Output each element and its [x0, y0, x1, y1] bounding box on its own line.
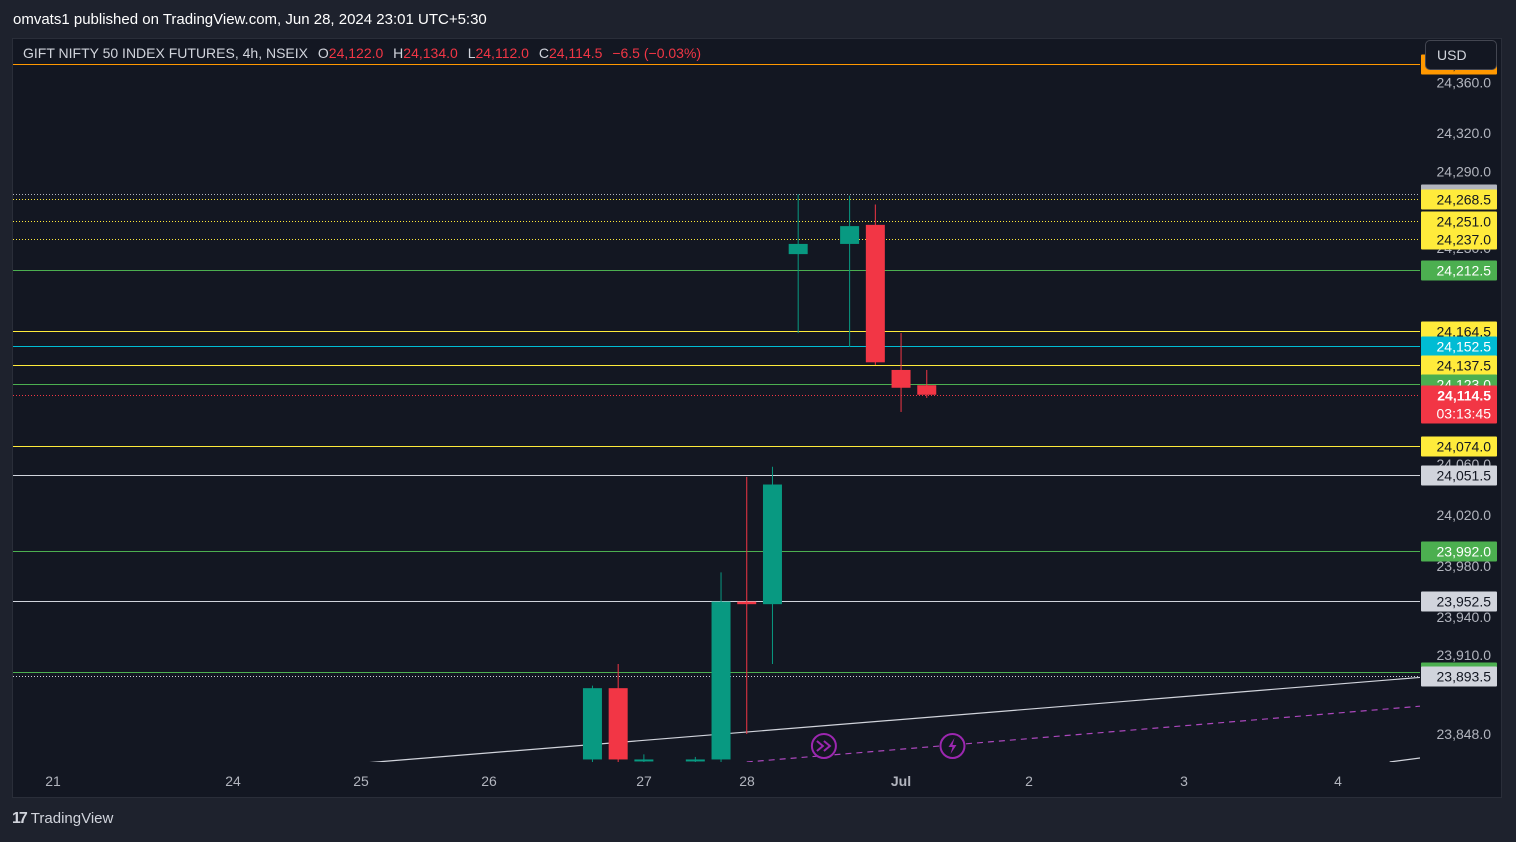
- price-tick-label: 24,020.0: [1437, 507, 1492, 523]
- price-level-tag-label: 24,268.5: [1437, 192, 1492, 208]
- chart-frame[interactable]: [12, 38, 1502, 798]
- price-level-tag: [1421, 336, 1497, 357]
- price-level-tag-label: 24,164.5: [1437, 324, 1492, 340]
- time-tick-label: 2: [1025, 773, 1033, 789]
- candle-body: [608, 688, 628, 760]
- time-tick-label: 21: [45, 773, 61, 789]
- symbol-name[interactable]: GIFT NIFTY 50 INDEX FUTURES, 4h, NSEIX: [23, 45, 308, 61]
- candle-body: [685, 759, 705, 762]
- price-level-tag: [1421, 260, 1497, 281]
- symbol-legend[interactable]: GIFT NIFTY 50 INDEX FUTURES, 4h, NSEIX O…: [23, 45, 701, 61]
- time-tick-label: 4: [1334, 773, 1342, 789]
- candle-body: [865, 224, 885, 363]
- price-level-tag-label: 23,893.5: [1437, 669, 1492, 685]
- time-tick-label: 25: [353, 773, 369, 789]
- price-level-tag: [1421, 355, 1497, 376]
- price-level-tag-label: 24,152.5: [1437, 339, 1492, 355]
- price-tick-label: 24,320.0: [1437, 125, 1492, 141]
- price-level-tag: [1421, 591, 1497, 612]
- candle-body: [788, 243, 808, 255]
- trendlines: [369, 676, 1420, 762]
- time-tick-label: 27: [636, 773, 652, 789]
- price-level-tag: [1421, 541, 1497, 562]
- open-value: 24,122.0: [328, 45, 384, 61]
- time-tick-label: Jul: [891, 773, 911, 789]
- trendline: [369, 676, 1420, 762]
- candle-body: [737, 601, 757, 605]
- close-value: 24,114.5: [548, 45, 603, 61]
- price-tick-label: 24,290.0: [1437, 163, 1492, 179]
- price-level-tag-label: 24,074.0: [1437, 439, 1492, 455]
- time-tick-label: 24: [225, 773, 241, 789]
- price-level-lines: [13, 64, 1420, 677]
- close-key: C: [538, 45, 549, 61]
- price-tick-label: 23,980.0: [1437, 558, 1492, 574]
- price-level-tag: [1421, 189, 1497, 210]
- current-price-label: 24,114.5: [1437, 388, 1491, 404]
- price-level-tag: [1421, 666, 1497, 687]
- price-level-tag-label: 24,237.0: [1437, 232, 1492, 248]
- candle-body: [917, 385, 937, 395]
- event-markers: [810, 733, 966, 759]
- lightning-icon: [939, 733, 966, 759]
- price-level-tag: [1421, 465, 1497, 486]
- candle-body: [711, 601, 731, 760]
- price-level-tag-label: 24,251.0: [1437, 214, 1492, 230]
- high-key: H: [393, 45, 404, 61]
- low-value: 24,112.0: [475, 45, 529, 61]
- candle-body: [840, 226, 860, 244]
- brand-name: TradingView: [30, 810, 114, 827]
- candle-body: [634, 759, 654, 762]
- price-level-tag: [1421, 229, 1497, 250]
- price-tick-label: 23,848.0: [1437, 726, 1492, 742]
- time-axis: 21 24 25 26 27 28 Jul 2 3 4: [45, 773, 1342, 789]
- price-tick-label: 23,910.0: [1437, 647, 1492, 663]
- time-tick-label: 26: [481, 773, 497, 789]
- candlesticks: [582, 194, 937, 762]
- fast-forward-icon: [810, 733, 837, 759]
- price-tick-label: 24,360.0: [1437, 74, 1492, 90]
- price-tick-label: 23,940.0: [1437, 609, 1492, 625]
- published-text: omvats1 published on TradingView.com, Ju…: [13, 11, 487, 28]
- current-price-tag: [1421, 385, 1497, 424]
- high-value: 24,134.0: [403, 45, 458, 61]
- countdown-label: 03:13:45: [1437, 406, 1492, 422]
- tradingview-logo-icon: 17: [12, 810, 28, 827]
- candle-body: [762, 484, 782, 605]
- candle-body: [582, 688, 602, 760]
- price-level-tag: [1421, 436, 1497, 457]
- time-tick-label: 3: [1180, 773, 1188, 789]
- time-tick-label: 28: [739, 773, 755, 789]
- price-level-tag-label: 24,212.5: [1437, 263, 1492, 279]
- open-key: O: [317, 45, 329, 61]
- footer-brand[interactable]: 17 TradingView: [12, 810, 113, 834]
- trendline: [746, 705, 1420, 762]
- currency-button[interactable]: USD: [1425, 40, 1497, 70]
- candle-body: [891, 369, 911, 388]
- price-level-tag-label: 23,992.0: [1437, 544, 1492, 560]
- price-level-tag-label: 24,137.5: [1437, 358, 1492, 374]
- price-level-tag: [1421, 211, 1497, 232]
- publish-info-bar: omvats1 published on TradingView.com, Ju…: [0, 0, 1516, 38]
- price-level-tag-label: 23,952.5: [1437, 594, 1492, 610]
- low-key: L: [467, 45, 476, 61]
- change-value: −6.5 (−0.03%): [612, 45, 702, 61]
- price-axis: 24,360.024,320.024,290.024,230.024,060.0…: [1421, 54, 1497, 742]
- price-level-tag-label: 24,051.5: [1437, 468, 1492, 484]
